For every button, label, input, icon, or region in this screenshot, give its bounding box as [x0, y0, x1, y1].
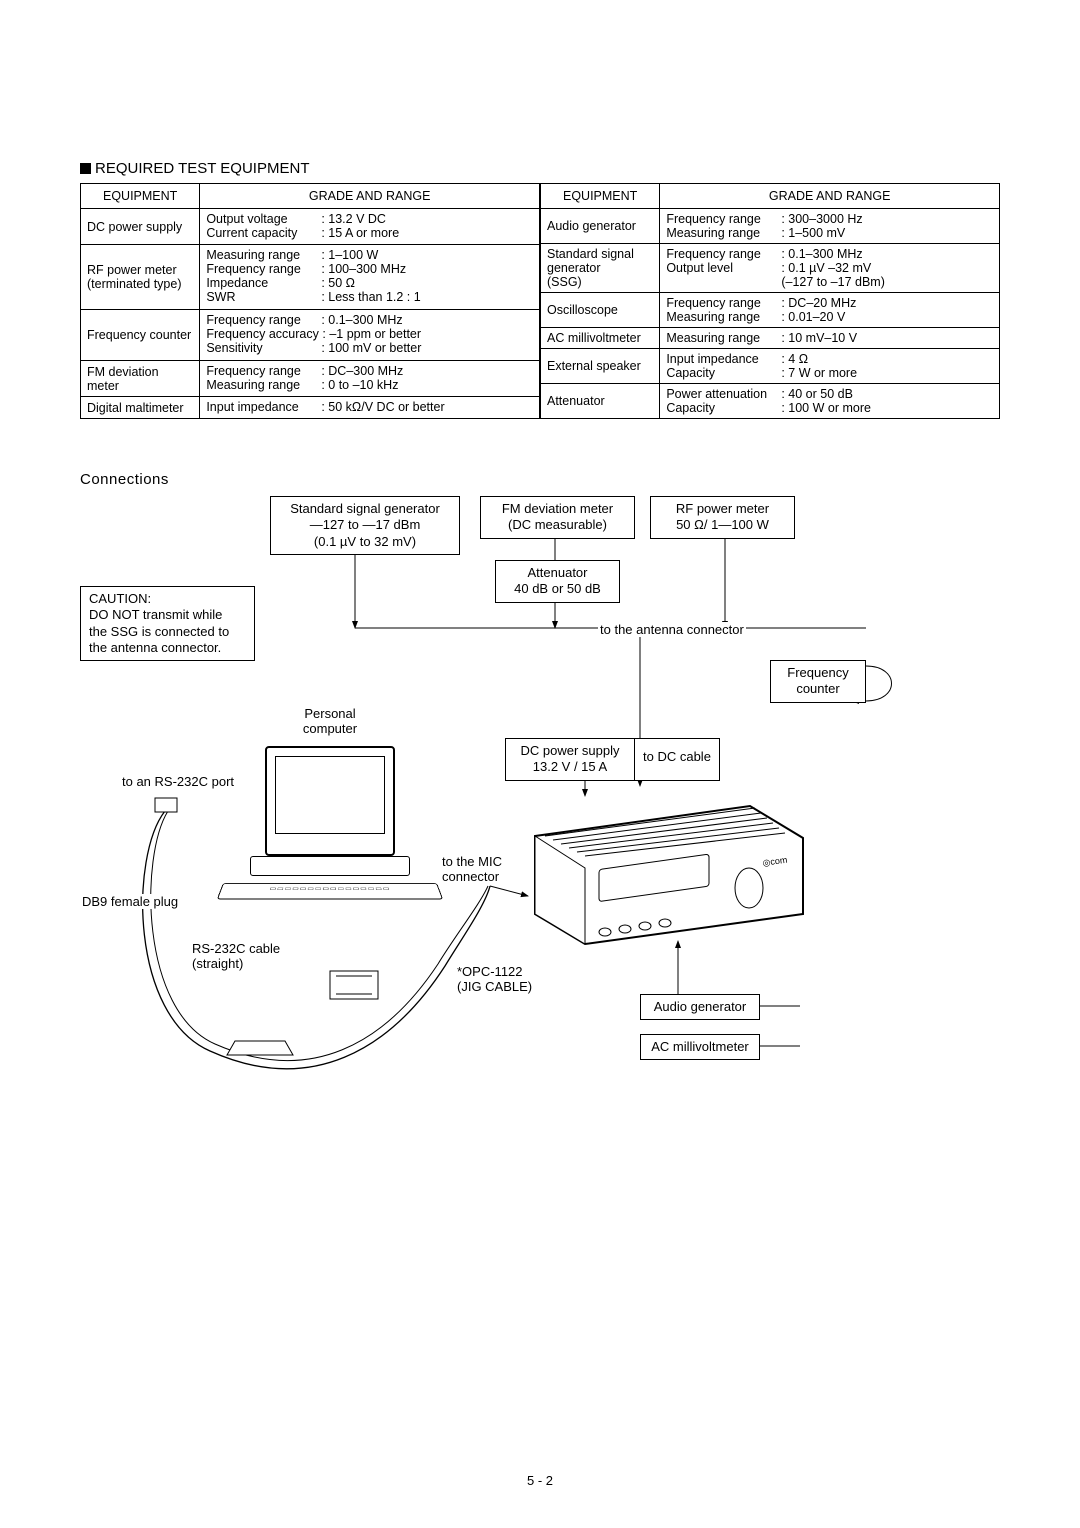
- radio-icon: ◎com: [525, 796, 815, 946]
- equipment-cell: External speaker: [541, 349, 660, 384]
- to-antenna-label: to the antenna connector: [598, 622, 746, 637]
- grade-cell: Frequency rangeDC–20 MHzMeasuring range0…: [660, 293, 1000, 328]
- connections-title: Connections: [80, 471, 1000, 488]
- pc-label: Personalcomputer: [290, 706, 370, 736]
- grade-cell: Frequency range300–3000 HzMeasuring rang…: [660, 209, 1000, 244]
- rs232-cable-label: RS-232C cable(straight): [190, 941, 282, 971]
- grade-cell: Input impedance4 ΩCapacity7 W or more: [660, 349, 1000, 384]
- equipment-cell: Digital maltimeter: [81, 397, 200, 419]
- dcps-row: DC power supply13.2 V / 15 A to DC cable: [505, 738, 720, 781]
- dcps-box: DC power supply13.2 V / 15 A: [505, 738, 635, 781]
- equipment-cell: DC power supply: [81, 209, 200, 245]
- equipment-cell: RF power meter (terminated type): [81, 245, 200, 310]
- connections-diagram: Standard signal generator—127 to —17 dBm…: [80, 496, 980, 1116]
- equipment-cell: FM deviation meter: [81, 361, 200, 397]
- rs232-port-label: to an RS-232C port: [120, 774, 236, 789]
- grade-cell: Frequency range0.1–300 MHzOutput level0.…: [660, 244, 1000, 293]
- rf-power-box: RF power meter50 Ω/ 1—100 W: [650, 496, 795, 539]
- equipment-table-left: EQUIPMENT GRADE AND RANGE DC power suppl…: [80, 183, 540, 419]
- grade-cell: Input impedance50 kΩ/V DC or better: [200, 397, 540, 419]
- page-number: 5 - 2: [0, 1473, 1080, 1488]
- db9-label: DB9 female plug: [80, 894, 180, 909]
- fm-deviation-box: FM deviation meter(DC measurable): [480, 496, 635, 539]
- equipment-tables: EQUIPMENT GRADE AND RANGE DC power suppl…: [80, 183, 1000, 419]
- equipment-cell: AC millivoltmeter: [541, 328, 660, 349]
- to-mic-label: to the MICconnector: [440, 854, 504, 884]
- equipment-cell: Attenuator: [541, 384, 660, 419]
- grade-cell: Output voltage13.2 V DCCurrent capacity1…: [200, 209, 540, 245]
- th-grade: GRADE AND RANGE: [200, 184, 540, 209]
- th-grade: GRADE AND RANGE: [660, 184, 1000, 209]
- pc-monitor-icon: [265, 746, 395, 856]
- keyboard-icon: ▭▭▭▭▭▭▭▭▭▭▭▭▭▭▭▭: [217, 883, 443, 899]
- equipment-cell: Audio generator: [541, 209, 660, 244]
- equipment-cell: Oscilloscope: [541, 293, 660, 328]
- opc-label: *OPC-1122(JIG CABLE): [455, 964, 534, 994]
- equipment-cell: Frequency counter: [81, 310, 200, 361]
- grade-cell: Measuring range1–100 WFrequency range100…: [200, 245, 540, 310]
- th-equipment: EQUIPMENT: [81, 184, 200, 209]
- to-dc-cable-box: to DC cable: [635, 738, 720, 781]
- caution-box: CAUTION:DO NOT transmit whilethe SSG is …: [80, 586, 255, 661]
- equipment-cell: Standard signal generator (SSG): [541, 244, 660, 293]
- square-bullet-icon: [80, 163, 91, 174]
- freq-counter-box: Frequencycounter: [770, 660, 866, 703]
- grade-cell: Frequency range0.1–300 MHzFrequency accu…: [200, 310, 540, 361]
- grade-cell: Frequency rangeDC–300 MHzMeasuring range…: [200, 361, 540, 397]
- ssg-box: Standard signal generator—127 to —17 dBm…: [270, 496, 460, 555]
- audio-generator-box: Audio generator: [640, 994, 760, 1020]
- th-equipment: EQUIPMENT: [541, 184, 660, 209]
- ac-millivoltmeter-box: AC millivoltmeter: [640, 1034, 760, 1060]
- attenuator-box: Attenuator40 dB or 50 dB: [495, 560, 620, 603]
- section-title: REQUIRED TEST EQUIPMENT: [80, 160, 1000, 177]
- grade-cell: Power attenuation40 or 50 dBCapacity100 …: [660, 384, 1000, 419]
- equipment-table-right: EQUIPMENT GRADE AND RANGE Audio generato…: [540, 183, 1000, 419]
- grade-cell: Measuring range10 mV–10 V: [660, 328, 1000, 349]
- pc-base-icon: [250, 856, 410, 876]
